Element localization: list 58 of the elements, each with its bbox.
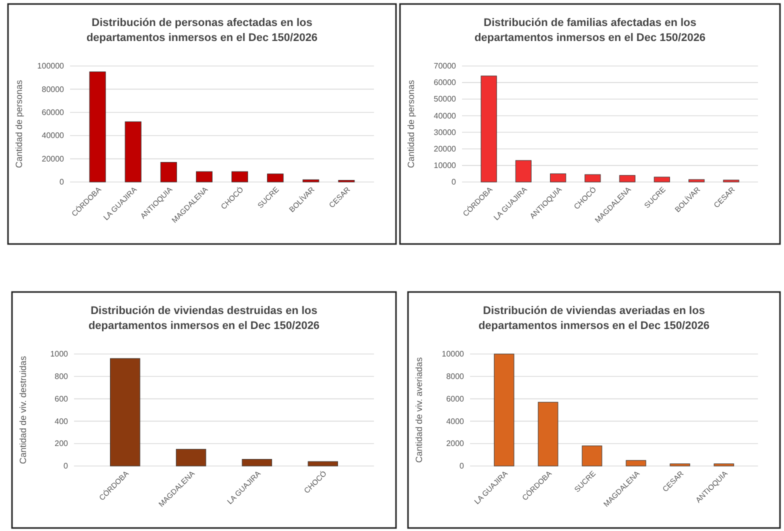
y-tick-label: 6000: [446, 394, 465, 404]
bar: [538, 402, 558, 466]
bar: [550, 173, 566, 182]
y-tick-label: 0: [460, 462, 465, 471]
bar: [242, 459, 272, 466]
y-tick-label: 10000: [442, 350, 465, 359]
y-axis-title: Cantidad de personas: [14, 79, 24, 168]
y-tick-label: 0: [60, 178, 65, 187]
chart-title: Distribución de familias afectadas en los departamentos inmersos en el Dec 150/2026: [474, 17, 706, 44]
y-tick-label: 200: [54, 439, 69, 448]
bar: [714, 464, 734, 466]
y-tick-label: 40000: [434, 111, 457, 120]
bar: [619, 175, 636, 182]
bar: [196, 171, 212, 182]
y-tick-label: 30000: [434, 128, 457, 137]
chart-title: Distribución de personas afectadas en los departamentos inmersos en el Dec 150/2026: [86, 17, 318, 44]
y-axis-title: Cantidad de viv. averiadas: [414, 356, 424, 463]
bar: [582, 446, 602, 466]
bar: [160, 162, 177, 182]
bar: [124, 121, 142, 182]
y-tick-label: 1000: [50, 350, 69, 359]
y-tick-label: 100000: [37, 62, 65, 71]
bar: [110, 358, 140, 466]
bar: [89, 72, 106, 182]
bar: [626, 460, 646, 466]
chart-title: Distribución de viviendas destruidas en los departamentos inmersos en el Dec 150/2026: [88, 305, 320, 332]
bar: [670, 464, 690, 466]
y-tick-label: 0: [452, 178, 457, 187]
y-tick-label: 20000: [434, 144, 457, 154]
y-tick-label: 800: [54, 372, 69, 381]
y-tick-label: 70000: [434, 62, 457, 71]
y-tick-label: 40000: [42, 131, 65, 140]
bar: [302, 179, 320, 182]
y-axis-title: Cantidad de viv. destruidas: [18, 356, 28, 464]
y-tick-label: 50000: [434, 94, 457, 104]
y-tick-label: 60000: [434, 78, 457, 88]
y-tick-label: 2000: [446, 439, 465, 448]
bar: [480, 76, 497, 182]
chart-title: Distribución de viviendas averiadas en los departamentos inmersos en el Dec 150/2026: [478, 305, 710, 332]
y-tick-label: 0: [64, 462, 69, 471]
y-tick-label: 600: [54, 394, 69, 404]
y-tick-label: 400: [54, 416, 69, 426]
y-tick-label: 10000: [434, 160, 457, 170]
y-axis-title: Cantidad de personas: [406, 79, 416, 168]
y-tick-label: 4000: [446, 416, 465, 426]
bar: [654, 176, 670, 182]
bar: [688, 179, 705, 182]
bar: [176, 448, 206, 466]
bar: [267, 174, 284, 182]
y-tick-label: 8000: [446, 372, 465, 381]
y-tick-label: 20000: [42, 154, 65, 164]
bar: [308, 461, 338, 466]
bar: [232, 171, 248, 182]
y-tick-label: 80000: [42, 84, 65, 94]
y-tick-label: 60000: [42, 108, 65, 117]
bar: [584, 174, 601, 182]
bar: [494, 354, 514, 466]
bar: [515, 160, 532, 182]
